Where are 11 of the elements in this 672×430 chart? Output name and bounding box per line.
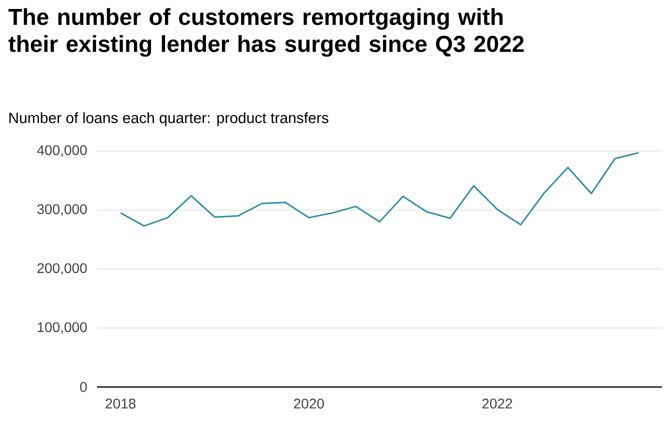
x-tick-label: 2022 bbox=[482, 398, 512, 409]
chart-title: The number of customers remortgaging with their existing lender has surged since Q3 2022 bbox=[8, 8, 524, 57]
x-tick-label: 2018 bbox=[106, 398, 136, 409]
x-tick-label: 2020 bbox=[294, 398, 324, 409]
y-tick-label: 0 bbox=[80, 382, 87, 392]
y-tick-label: 200,000 bbox=[37, 263, 87, 275]
line-series bbox=[120, 152, 640, 227]
y-tick-label: 300,000 bbox=[37, 204, 87, 216]
y-tick-label: 100,000 bbox=[38, 322, 87, 334]
y-tick-label: 400,000 bbox=[37, 145, 87, 157]
chart-subtitle: Number of loans each quarter: product transfers bbox=[9, 112, 328, 126]
